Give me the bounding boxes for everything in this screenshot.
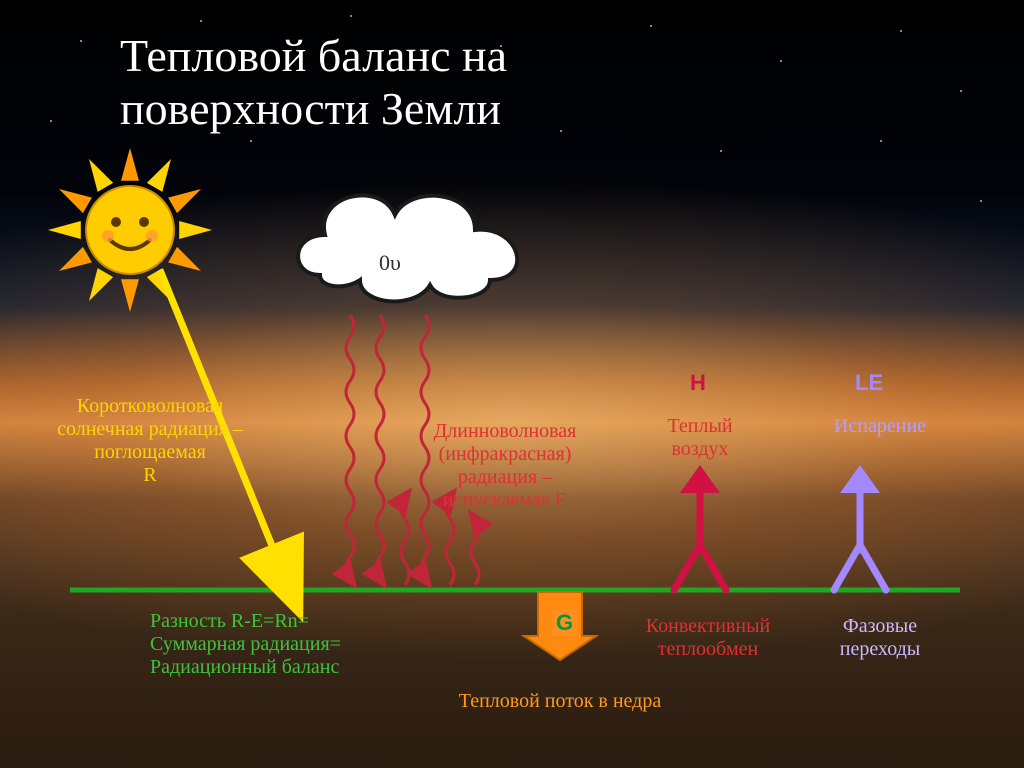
label-warm-air: Теплыйвоздух xyxy=(640,415,760,461)
symbol-le: LE xyxy=(855,370,883,396)
latent-heat-arrow xyxy=(834,465,886,590)
title-line2: поверхности Земли xyxy=(120,83,507,136)
label-longwave: Длинноволновая(инфракрасная)радиация –ис… xyxy=(395,420,615,512)
label-phase: Фазовыепереходы xyxy=(800,615,960,661)
label-convective: Конвективныйтеплообмен xyxy=(618,615,798,661)
label-balance: Разность R-E=Rn=Суммарная радиация=Радиа… xyxy=(150,610,470,679)
symbol-g: G xyxy=(552,610,577,636)
svg-text:0υ: 0υ xyxy=(379,250,401,275)
diagram-stage: Тепловой баланс на поверхности Земли 0υ xyxy=(0,0,1024,768)
label-evaporation: Испарение xyxy=(800,415,960,438)
symbol-h: H xyxy=(690,370,706,396)
diagram-title: Тепловой баланс на поверхности Земли xyxy=(120,30,507,136)
label-heatflow: Тепловой поток в недра xyxy=(380,690,740,713)
cloud-icon: 0υ xyxy=(298,195,517,301)
label-shortwave: Коротковолноваясолнечная радиация –погло… xyxy=(20,395,280,487)
title-line1: Тепловой баланс на xyxy=(120,30,507,83)
sun-icon xyxy=(48,148,212,312)
sensible-heat-arrow xyxy=(674,465,726,590)
